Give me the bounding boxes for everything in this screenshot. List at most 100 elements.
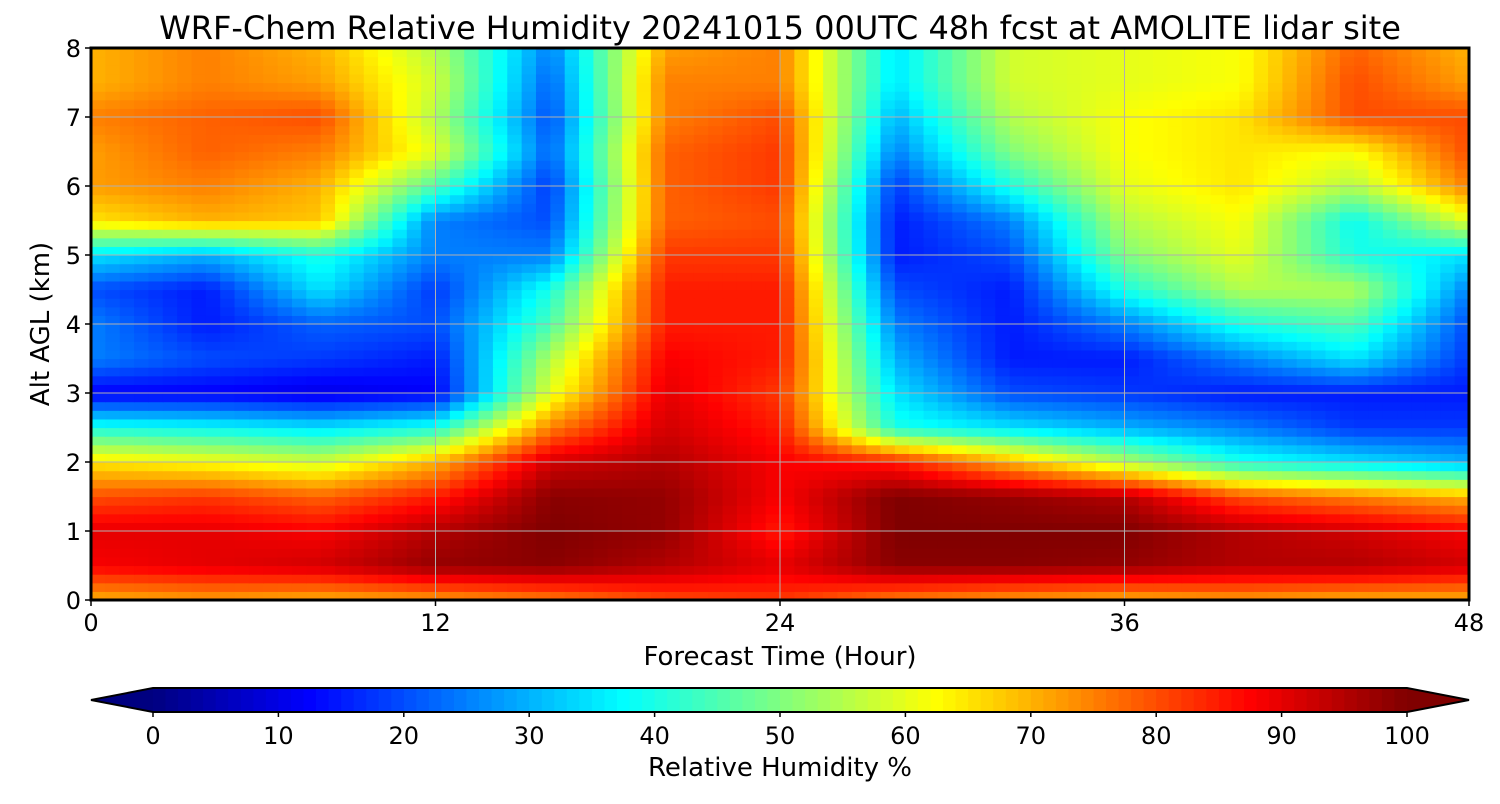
heatmap-cell bbox=[1382, 289, 1398, 299]
heatmap-cell bbox=[291, 427, 307, 437]
heatmap-cell bbox=[507, 496, 523, 506]
heatmap-cell bbox=[1153, 487, 1169, 498]
heatmap-cell bbox=[248, 263, 264, 273]
heatmap-cell bbox=[1268, 582, 1283, 592]
heatmap-cell bbox=[1354, 487, 1370, 498]
heatmap-cell bbox=[693, 496, 709, 506]
heatmap-cell bbox=[751, 306, 767, 316]
heatmap-cell bbox=[823, 263, 839, 273]
heatmap-cell bbox=[1067, 479, 1083, 489]
heatmap-cell bbox=[952, 246, 968, 256]
heatmap-cell bbox=[1296, 186, 1312, 196]
heatmap-cell bbox=[607, 289, 623, 299]
heatmap-cell bbox=[306, 237, 322, 247]
heatmap-cell bbox=[1038, 315, 1054, 325]
heatmap-cell bbox=[1196, 367, 1212, 377]
heatmap-cell bbox=[464, 496, 480, 506]
heatmap-cell bbox=[894, 289, 910, 299]
heatmap-cell bbox=[794, 211, 810, 222]
heatmap-cell bbox=[464, 306, 480, 316]
heatmap-cell bbox=[1397, 462, 1413, 472]
heatmap-cell bbox=[349, 203, 365, 213]
heatmap-cell bbox=[177, 410, 193, 420]
heatmap-cell bbox=[622, 401, 638, 411]
heatmap-cell bbox=[837, 203, 853, 213]
heatmap-cell bbox=[909, 470, 925, 480]
heatmap-cell bbox=[1196, 556, 1212, 567]
heatmap-cell bbox=[1397, 298, 1413, 308]
heatmap-cell bbox=[1397, 367, 1413, 377]
heatmap-cell bbox=[980, 367, 996, 377]
heatmap-cell bbox=[363, 289, 379, 299]
heatmap-cell bbox=[1296, 479, 1312, 489]
heatmap-cell bbox=[693, 246, 709, 256]
heatmap-cell bbox=[535, 367, 551, 377]
heatmap-cell bbox=[1009, 436, 1025, 446]
heatmap-cell bbox=[851, 306, 867, 316]
heatmap-cell bbox=[780, 237, 795, 247]
heatmap-cell bbox=[320, 556, 336, 567]
heatmap-cell bbox=[1339, 186, 1355, 196]
heatmap-cell bbox=[234, 513, 250, 523]
heatmap-cell bbox=[1124, 444, 1140, 454]
heatmap-cell bbox=[708, 160, 724, 170]
heatmap-cell bbox=[1124, 462, 1140, 472]
heatmap-cell bbox=[1067, 522, 1083, 532]
heatmap-cell bbox=[1081, 237, 1097, 247]
heatmap-cell bbox=[191, 418, 207, 429]
heatmap-cell bbox=[894, 513, 910, 523]
heatmap-cell bbox=[1081, 211, 1097, 222]
heatmap-cell bbox=[751, 237, 767, 247]
heatmap-cell bbox=[751, 375, 767, 385]
heatmap-cell bbox=[794, 375, 810, 385]
heatmap-cell bbox=[1095, 513, 1111, 523]
heatmap-cell bbox=[1354, 358, 1370, 368]
heatmap-cell bbox=[923, 487, 939, 498]
heatmap-cell bbox=[1067, 186, 1083, 196]
heatmap-cell bbox=[780, 246, 795, 256]
heatmap-cell bbox=[1052, 229, 1068, 239]
heatmap-cell bbox=[492, 315, 508, 325]
heatmap-cell bbox=[1210, 298, 1226, 308]
heatmap-cell bbox=[909, 341, 925, 351]
heatmap-cell bbox=[1052, 470, 1068, 480]
heatmap-cell bbox=[1052, 548, 1068, 558]
heatmap-cell bbox=[162, 186, 178, 196]
heatmap-cell bbox=[1038, 470, 1054, 480]
heatmap-cell bbox=[794, 306, 810, 316]
heatmap-cell bbox=[134, 358, 150, 368]
heatmap-cell bbox=[134, 513, 150, 523]
heatmap-cell bbox=[851, 349, 867, 360]
heatmap-cell bbox=[593, 531, 609, 541]
heatmap-cell bbox=[263, 298, 279, 308]
heatmap-cell bbox=[780, 349, 795, 360]
heatmap-cell bbox=[837, 194, 853, 204]
heatmap-cell bbox=[1067, 462, 1083, 472]
heatmap-cell bbox=[866, 565, 882, 575]
heatmap-cell bbox=[148, 315, 164, 325]
heatmap-cell bbox=[1181, 177, 1197, 187]
heatmap-cell bbox=[349, 582, 365, 592]
heatmap-cell bbox=[363, 272, 379, 282]
heatmap-cell bbox=[1397, 548, 1413, 558]
heatmap-cell bbox=[823, 453, 839, 463]
heatmap-cell bbox=[665, 358, 681, 368]
heatmap-cell bbox=[1081, 522, 1097, 532]
heatmap-cell bbox=[607, 582, 623, 592]
heatmap-cell bbox=[1354, 505, 1370, 515]
heatmap-cell bbox=[205, 272, 221, 282]
heatmap-cell bbox=[823, 393, 839, 403]
heatmap-cell bbox=[780, 401, 795, 411]
heatmap-cell bbox=[105, 539, 121, 549]
heatmap-cell bbox=[736, 556, 752, 567]
heatmap-cell bbox=[607, 349, 623, 360]
heatmap-cell bbox=[722, 436, 738, 446]
heatmap-cell bbox=[248, 384, 264, 394]
heatmap-cell bbox=[736, 220, 752, 230]
heatmap-cell bbox=[866, 556, 882, 567]
heatmap-cell bbox=[1425, 263, 1441, 273]
heatmap-cell bbox=[205, 341, 221, 351]
heatmap-cell bbox=[866, 479, 882, 489]
heatmap-cell bbox=[162, 306, 178, 316]
heatmap-cell bbox=[263, 203, 279, 213]
